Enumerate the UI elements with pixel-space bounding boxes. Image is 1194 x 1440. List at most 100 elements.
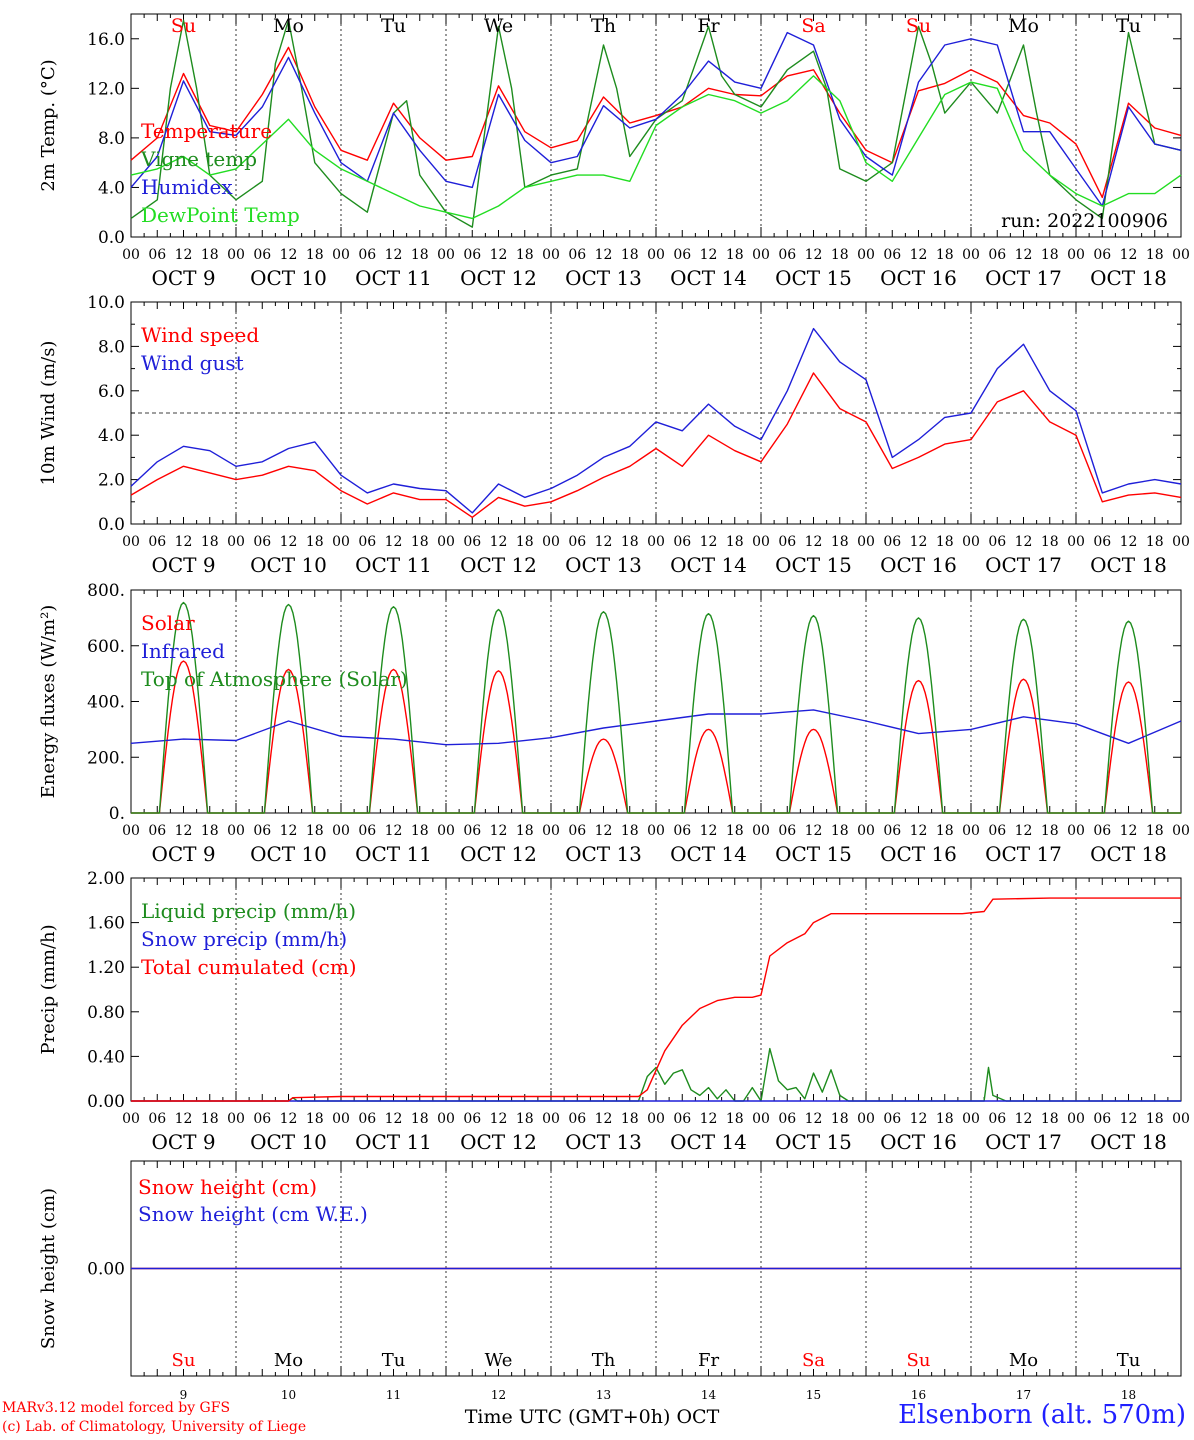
date-label: OCT 12: [460, 266, 537, 290]
hour-tick-label: 06: [358, 247, 376, 263]
hour-tick-label: 06: [778, 534, 796, 550]
y-tick-label: 8.0: [98, 129, 125, 149]
hour-tick-label: 18: [1041, 1111, 1059, 1127]
hour-tick-label: 06: [568, 247, 586, 263]
date-label: OCT 13: [565, 1130, 642, 1154]
date-label: OCT 16: [880, 1130, 957, 1154]
hour-tick-label: 06: [1093, 534, 1111, 550]
y-tick-label: 6.0: [98, 382, 125, 402]
date-label: OCT 12: [460, 553, 537, 577]
y-tick-label: 1.60: [87, 914, 125, 934]
hour-tick-label: 00: [227, 534, 245, 550]
date-label: OCT 14: [670, 1130, 747, 1154]
weekday-label: We: [484, 15, 513, 37]
legend-entry: Vigne temp: [140, 147, 257, 171]
hour-tick-label: 12: [595, 534, 613, 550]
weekday-label: Tu: [382, 1350, 406, 1371]
hour-tick-label: 12: [175, 247, 193, 263]
hour-tick-label: 00: [752, 534, 770, 550]
date-label: OCT 15: [775, 553, 852, 577]
hour-tick-label: 00: [962, 247, 980, 263]
y-tick-label: 2.00: [87, 869, 125, 889]
hour-tick-label: 00: [122, 823, 140, 839]
hour-tick-label: 00: [962, 534, 980, 550]
hour-tick-label: 18: [726, 1111, 744, 1127]
hour-tick-label: 18: [621, 247, 639, 263]
hour-tick-label: 18: [936, 1111, 954, 1127]
model-credit: MARv3.12 model forced by GFS: [2, 1400, 231, 1416]
weekday-label: Sa: [802, 1350, 825, 1371]
hour-tick-label: 00: [542, 823, 560, 839]
x-axis-title: Time UTC (GMT+0h) OCT: [465, 1406, 720, 1428]
hour-tick-label: 12: [175, 823, 193, 839]
date-label: OCT 10: [250, 553, 327, 577]
y-tick-label: 0.0: [98, 228, 125, 248]
date-label: OCT 14: [670, 842, 747, 866]
hour-tick-label: 12: [1120, 247, 1138, 263]
y-axis-title: Snow height (cm): [38, 1188, 59, 1349]
legend-entry: Top of Atmosphere (Solar): [141, 667, 408, 691]
hour-tick-label: 06: [148, 247, 166, 263]
weekday-label: We: [485, 1350, 513, 1371]
hour-tick-label: 12: [1015, 1111, 1033, 1127]
hour-tick-label: 00: [227, 823, 245, 839]
hour-tick-label: 12: [1015, 823, 1033, 839]
hour-tick-label: 12: [805, 823, 823, 839]
hour-tick-label: 18: [1041, 534, 1059, 550]
hour-tick-label: 18: [1146, 534, 1164, 550]
weekday-label: Tu: [381, 15, 406, 37]
day-number-label: 15: [806, 1388, 821, 1402]
hour-tick-label: 12: [280, 534, 298, 550]
date-label: OCT 17: [985, 266, 1062, 290]
hour-tick-label: 18: [726, 823, 744, 839]
date-label: OCT 14: [670, 553, 747, 577]
legend-entry: DewPoint Temp: [141, 203, 300, 227]
hour-tick-label: 12: [385, 1111, 403, 1127]
hour-tick-label: 18: [1146, 823, 1164, 839]
y-tick-label: 400.: [87, 693, 125, 713]
hour-tick-label: 00: [1067, 1111, 1085, 1127]
hour-tick-label: 06: [568, 534, 586, 550]
hour-tick-label: 18: [516, 247, 534, 263]
hour-tick-label: 06: [673, 1111, 691, 1127]
weekday-label: Su: [907, 1350, 931, 1371]
hour-tick-label: 00: [752, 247, 770, 263]
y-tick-label: 0.: [109, 804, 125, 824]
date-label: OCT 17: [985, 842, 1062, 866]
hour-tick-label: 06: [778, 247, 796, 263]
hour-tick-label: 12: [280, 1111, 298, 1127]
hour-tick-label: 00: [1172, 534, 1190, 550]
hour-tick-label: 00: [332, 247, 350, 263]
weekday-label: Th: [592, 1350, 616, 1371]
hour-tick-label: 18: [411, 1111, 429, 1127]
hour-tick-label: 06: [568, 823, 586, 839]
date-label: OCT 15: [775, 842, 852, 866]
hour-tick-label: 00: [962, 1111, 980, 1127]
date-label: OCT 16: [880, 266, 957, 290]
hour-tick-label: 00: [647, 534, 665, 550]
panel-1: 0.0 4.0 8.0 12.0 16.0 2m Temp. (°C) Temperatur…: [38, 13, 1190, 290]
hour-tick-label: 00: [647, 1111, 665, 1127]
hour-tick-label: 06: [253, 1111, 271, 1127]
hour-tick-label: 12: [700, 247, 718, 263]
y-tick-label: 4.0: [98, 178, 125, 198]
day-number-label: 14: [701, 1388, 717, 1402]
legend-entry: Snow precip (mm/h): [141, 927, 347, 951]
hour-tick-label: 06: [148, 1111, 166, 1127]
hour-tick-label: 12: [910, 534, 928, 550]
hour-tick-label: 06: [148, 534, 166, 550]
hour-tick-label: 06: [358, 534, 376, 550]
hour-tick-label: 12: [490, 247, 508, 263]
legend-entry: Solar: [141, 611, 195, 635]
weekday-label: Th: [591, 15, 616, 37]
legend-entry: Temperature: [141, 119, 272, 143]
series-temperature: [130, 46, 1182, 199]
hour-tick-label: 06: [988, 1111, 1006, 1127]
hour-tick-label: 18: [1146, 247, 1164, 263]
hour-tick-label: 18: [936, 823, 954, 839]
hour-tick-label: 06: [673, 247, 691, 263]
hour-tick-label: 12: [595, 247, 613, 263]
weekday-label: Mo: [1008, 15, 1039, 37]
weekday-label: Mo: [274, 1350, 303, 1371]
panel-5: 0.00 Snow height (cm) Snow height (cm) Snow…: [38, 1160, 1182, 1428]
